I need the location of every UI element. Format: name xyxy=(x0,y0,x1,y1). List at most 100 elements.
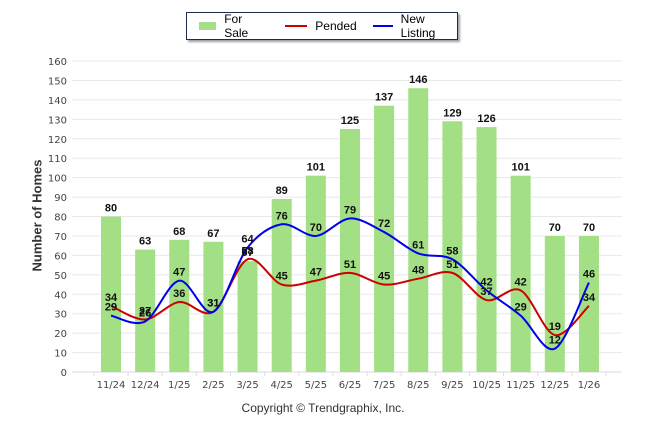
y-tick-label: 10 xyxy=(54,349,67,360)
copyright-text: Copyright © Trendgraphix, Inc. xyxy=(241,401,405,415)
y-tick-label: 100 xyxy=(48,174,67,185)
y-tick-label: 140 xyxy=(48,96,67,107)
data-label-new-listing: 72 xyxy=(378,218,390,230)
x-tick-label: 11/24 xyxy=(97,380,126,391)
data-label-new-listing: 31 xyxy=(207,298,219,310)
bar xyxy=(101,216,121,372)
bar xyxy=(135,249,156,372)
data-label-pended: 47 xyxy=(310,267,322,279)
legend-label-new-listing: New Listing xyxy=(400,12,436,40)
data-label-new-listing: 79 xyxy=(344,204,356,216)
data-label-new-listing: 29 xyxy=(515,302,527,314)
y-axis-label: Number of Homes xyxy=(29,159,45,272)
bar xyxy=(442,121,463,372)
data-label-for-sale: 57 xyxy=(241,247,253,259)
data-label-pended: 34 xyxy=(583,292,596,304)
y-tick-label: 150 xyxy=(48,76,67,87)
data-label-for-sale: 89 xyxy=(276,185,288,197)
line-pended xyxy=(110,257,590,337)
legend-item-pended[interactable]: Pended xyxy=(285,19,357,33)
data-label-pended: 58 xyxy=(241,245,253,257)
y-tick-label: 30 xyxy=(54,310,67,321)
data-label-new-listing: 29 xyxy=(105,302,117,314)
x-tick-label: 3/25 xyxy=(236,380,258,391)
bar xyxy=(374,105,395,373)
bar xyxy=(203,241,224,372)
data-label-pended: 27 xyxy=(139,306,151,318)
legend-item-new-listing[interactable]: New Listing xyxy=(372,12,457,40)
data-label-pended: 36 xyxy=(173,288,185,300)
data-label-new-listing: 46 xyxy=(583,269,595,281)
y-tick-label: 80 xyxy=(54,213,67,224)
bar xyxy=(169,239,190,372)
data-label-for-sale: 70 xyxy=(583,222,595,234)
legend-swatch-new-listing xyxy=(372,25,393,27)
series-lines xyxy=(110,217,590,351)
legend-swatch-for-sale xyxy=(199,22,217,30)
data-label-new-listing: 76 xyxy=(276,210,288,222)
legend-item-for-sale[interactable]: For Sale xyxy=(199,12,265,40)
x-tick-label: 1/25 xyxy=(168,380,190,391)
data-label-for-sale: 137 xyxy=(375,92,393,104)
y-tick-label: 130 xyxy=(48,115,67,126)
data-label-new-listing: 42 xyxy=(480,276,492,288)
data-label-pended: 42 xyxy=(515,276,527,288)
data-label-pended: 34 xyxy=(105,292,118,304)
legend-label-for-sale: For Sale xyxy=(224,12,249,40)
data-label-for-sale: 146 xyxy=(409,74,427,86)
x-tick-label: 6/25 xyxy=(339,380,361,391)
bar xyxy=(510,175,531,372)
data-label-pended: 37 xyxy=(480,286,492,298)
data-label-for-sale: 101 xyxy=(512,162,530,174)
data-label-for-sale: 68 xyxy=(173,226,185,238)
y-tick-label: 160 xyxy=(48,57,67,68)
y-tick-label: 40 xyxy=(54,290,67,301)
y-axis-ticks: 0 10 20 30 40 50 60 70 80 90 100 110 120 130 140 150 160 xyxy=(48,57,67,379)
x-tick-label: 8/25 xyxy=(407,380,429,391)
x-tick-label: 11/25 xyxy=(506,380,535,391)
data-label-for-sale: 125 xyxy=(341,115,359,127)
x-tick-label: 2/25 xyxy=(202,380,224,391)
bars-for-sale xyxy=(101,88,599,373)
bar xyxy=(408,88,429,373)
bar xyxy=(544,235,565,372)
y-tick-label: 0 xyxy=(61,368,67,379)
data-label-pended: 45 xyxy=(378,271,390,283)
y-tick-label: 110 xyxy=(48,154,67,165)
y-tick-label: 70 xyxy=(54,232,67,243)
bar xyxy=(578,235,599,372)
line-new-listing xyxy=(110,217,590,351)
data-label-pended: 48 xyxy=(412,265,424,277)
y-tick-label: 60 xyxy=(54,251,67,262)
y-tick-label: 50 xyxy=(54,271,67,282)
y-tick-label: 20 xyxy=(54,329,67,340)
bar xyxy=(476,127,497,373)
x-tick-label: 12/25 xyxy=(540,380,569,391)
bar xyxy=(237,261,258,372)
data-label-pended: 51 xyxy=(446,259,458,271)
x-tick-label: 4/25 xyxy=(270,380,292,391)
bar xyxy=(339,129,360,372)
data-label-for-sale: 101 xyxy=(307,162,325,174)
data-label-new-listing: 58 xyxy=(446,245,458,257)
data-label-new-listing: 12 xyxy=(549,335,561,347)
x-tick-label: 12/24 xyxy=(131,380,160,391)
data-label-for-sale: 67 xyxy=(207,228,219,240)
data-label-new-listing: 61 xyxy=(412,239,424,251)
legend: For Sale Pended New Listing xyxy=(186,12,458,40)
data-label-for-sale: 63 xyxy=(139,236,151,248)
x-tick-label: 10/25 xyxy=(472,380,501,391)
data-label-for-sale: 80 xyxy=(105,203,117,215)
y-tick-label: 120 xyxy=(48,135,67,146)
bar xyxy=(305,175,326,372)
data-label-pended: 51 xyxy=(344,259,356,271)
x-tick-label: 7/25 xyxy=(373,380,395,391)
y-tick-label: 90 xyxy=(54,193,67,204)
x-tick-label: 9/25 xyxy=(441,380,463,391)
data-label-for-sale: 129 xyxy=(443,107,461,119)
legend-label-pended: Pended xyxy=(315,19,357,33)
data-label-new-listing: 47 xyxy=(173,267,185,279)
data-label-new-listing: 64 xyxy=(241,234,254,246)
data-label-new-listing: 26 xyxy=(139,307,151,319)
